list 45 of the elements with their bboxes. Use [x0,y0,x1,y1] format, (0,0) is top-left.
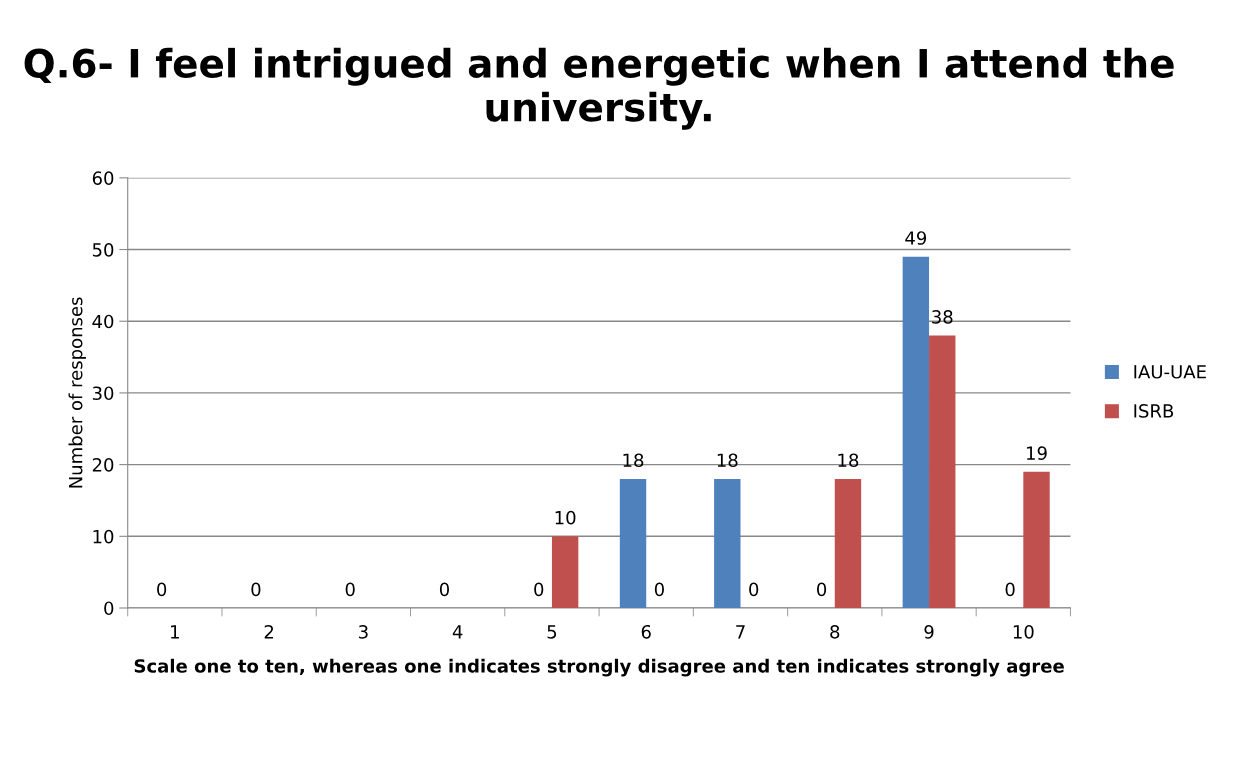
y-tick-label: 20 [92,458,114,472]
bar [902,256,930,608]
x-tick-label: 10 [1013,624,1034,639]
x-tick-label: 3 [359,624,368,639]
bar [619,478,647,608]
legend-label: ISRB [1134,404,1174,418]
y-tick-label: 30 [92,386,114,401]
bar [929,335,956,608]
data-label: 49 [905,231,927,245]
x-tick-label: 8 [830,624,840,639]
data-label: 0 [534,582,544,597]
bar [834,478,862,608]
data-label: 38 [932,310,953,324]
data-label: 0 [749,582,759,597]
data-label: 10 [555,510,576,525]
data-label: 18 [623,453,644,468]
legend-label: IAU-UAE [1134,365,1206,379]
x-tick-label: 2 [264,624,274,639]
x-tick-label: 7 [736,625,745,639]
x-tick-label: 9 [924,624,934,639]
data-label: 19 [1027,446,1047,460]
data-label: 18 [838,453,859,468]
x-axis-title: Scale one to ten, whereas one indicates strongly disagree and ten indicates strongly agree [134,658,1064,677]
data-label: 18 [717,453,738,468]
data-label: 0 [654,582,664,597]
bar [551,536,579,608]
data-label: 0 [817,582,827,597]
bar [1023,471,1050,608]
data-label: 0 [251,582,261,597]
data-label: 0 [439,582,450,597]
y-tick-label: 60 [92,171,114,185]
data-label: 0 [345,582,355,597]
x-tick-label: 6 [641,624,651,639]
bar [714,478,741,608]
x-tick-label: 4 [452,625,463,639]
chart-title: Q.6- I feel intrigued and energetic when I attend the university. [24,47,1174,130]
y-tick-label: 0 [104,601,114,616]
y-tick-label: 40 [92,314,114,329]
y-axis-title: Number of responses [68,297,86,488]
x-tick-label: 5 [547,625,557,639]
y-tick-label: 10 [93,529,114,544]
data-label: 0 [1005,582,1015,597]
data-label: 0 [157,582,167,597]
x-tick-label: 1 [171,625,179,639]
y-tick-label: 50 [92,242,114,257]
